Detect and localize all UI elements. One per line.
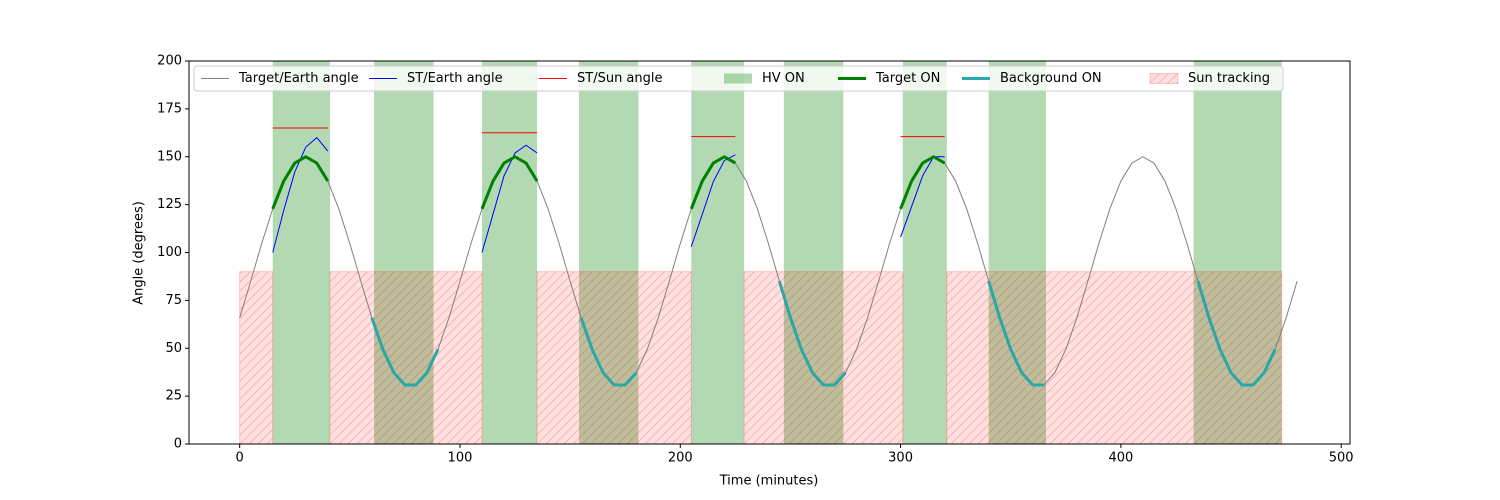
plot-area [239,61,1298,444]
x-tick-label: 100 [448,451,473,466]
x-tick-label: 0 [236,451,244,466]
legend-frame [193,65,1284,92]
span [329,271,483,444]
legend: Target/Earth angle ST/Earth angle ST/Sun a… [193,65,1284,92]
span [691,61,745,444]
span [239,271,274,444]
legend-label: HV ON [762,71,805,86]
y-tick-label: 0 [174,437,182,452]
y-tick-label: 100 [157,245,182,260]
x-tick-label: 500 [1329,451,1354,466]
y-axis-label: Angle (degrees) [132,201,147,305]
legend-label: Target ON [875,71,940,86]
y-tick-label: 200 [157,54,182,69]
legend-label: ST/Sun angle [577,71,663,86]
span [902,61,947,444]
span [743,271,904,444]
y-tick-label: 75 [165,293,182,308]
span [272,61,330,444]
y-tick-label: 175 [157,101,182,116]
y-tick-label: 25 [165,389,182,404]
legend-swatch [724,73,752,84]
legend-label: Target/Earth angle [238,71,359,86]
x-tick-label: 400 [1108,451,1133,466]
span [946,271,1283,444]
legend-label: Background ON [1000,71,1102,86]
span [536,271,692,444]
y-tick-label: 150 [157,149,182,164]
line-series [272,127,945,138]
legend-label: Sun tracking [1188,71,1270,86]
span [482,61,538,444]
line-series [370,280,1277,387]
y-tick-label: 125 [157,197,182,212]
legend-label: ST/Earth angle [407,71,503,86]
line-series [271,155,946,210]
x-tick-label: 300 [888,451,913,466]
y-tick-label: 50 [165,341,182,356]
x-tick-label: 200 [668,451,693,466]
x-axis-label: Time (minutes) [719,474,819,489]
legend-swatch [1149,73,1179,84]
